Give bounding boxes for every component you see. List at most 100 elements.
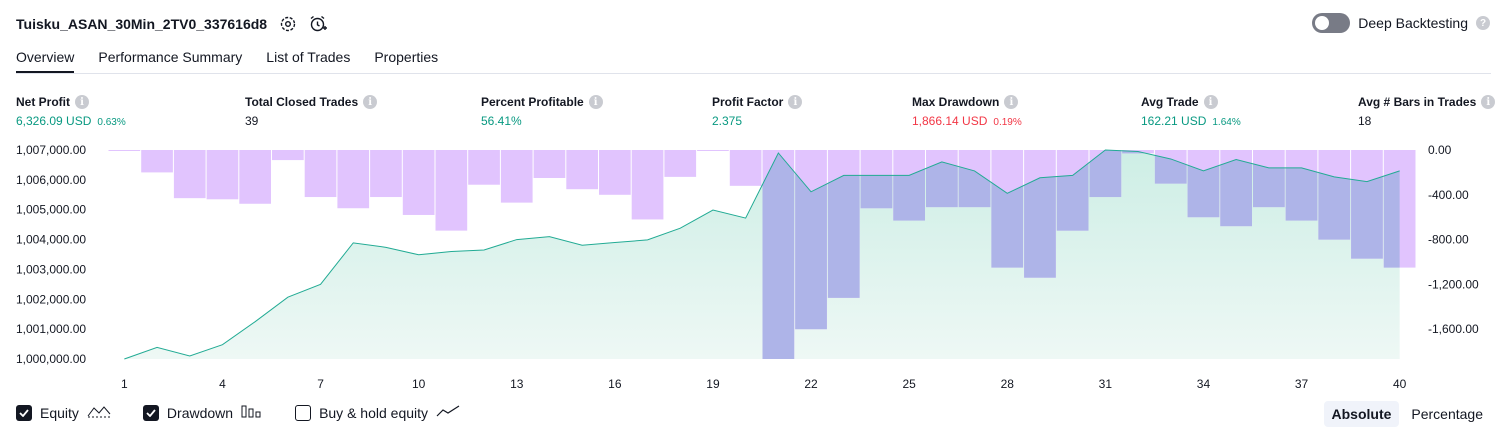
- drawdown-bar: [337, 150, 370, 209]
- metric-avg-bars-in-trades: Avg # Bars in Trades i 18: [1358, 94, 1496, 128]
- left-axis-tick: 1,002,000.00: [16, 292, 86, 306]
- equity-drawdown-chart: 1,000,000.00 1,001,000.00 1,002,000.00 1,00…: [16, 143, 1479, 391]
- drawdown-checkbox[interactable]: [142, 404, 159, 421]
- tab-overview[interactable]: Overview: [16, 46, 75, 74]
- left-axis-tick: 1,005,000.00: [16, 203, 86, 217]
- metric-percent-profitable: Percent Profitable i 56.41%: [481, 94, 603, 128]
- drawdown-bar: [599, 150, 631, 195]
- drawdown-bar: [206, 150, 239, 200]
- info-icon[interactable]: i: [363, 95, 378, 109]
- tab-performance-summary[interactable]: Performance Summary: [98, 49, 243, 65]
- tab-divider: [16, 73, 1491, 74]
- strategy-header: Tuisku_ASAN_30Min_2TV0_337616d8: [16, 12, 328, 36]
- help-icon[interactable]: ?: [1476, 16, 1490, 30]
- left-axis-tick: 1,000,000.00: [16, 352, 86, 366]
- equity-checkbox[interactable]: [16, 404, 32, 421]
- metric-total-closed-trades: Total Closed Trades i 39: [245, 94, 378, 128]
- x-axis-tick: 13: [510, 377, 524, 391]
- drawdown-bar: [402, 150, 435, 215]
- drawdown-bar-overlap: [762, 150, 795, 359]
- deep-backtesting-label: Deep Backtesting: [1358, 15, 1468, 31]
- drawdown-bar: [631, 150, 664, 220]
- drawdown-bar: [370, 150, 402, 198]
- info-icon[interactable]: i: [75, 95, 89, 109]
- deep-backtesting: Deep Backtesting ?: [1312, 13, 1490, 33]
- metric-percent: 0.19%: [993, 117, 1022, 128]
- x-axis-tick: 1: [121, 377, 128, 391]
- x-axis-tick: 7: [317, 377, 324, 391]
- drawdown-bar: [500, 150, 533, 203]
- drawdown-bar: [435, 150, 468, 231]
- drawdown-bar: [729, 150, 762, 186]
- legend-buy-hold-label: Buy & hold equity: [319, 404, 429, 421]
- metric-value: 1,866.14 USD: [912, 114, 988, 128]
- left-axis-tick: 1,007,000.00: [16, 143, 86, 157]
- x-axis-tick: 10: [412, 377, 426, 391]
- left-axis-tick: 1,006,000.00: [16, 173, 86, 187]
- legend-buy-hold[interactable]: Buy & hold equity: [295, 404, 460, 421]
- x-axis-tick: 19: [706, 377, 720, 391]
- metric-net-profit: Net Profit i 6,326.09 USD 0.63%: [16, 95, 126, 128]
- deep-backtesting-toggle[interactable]: [1312, 13, 1351, 33]
- drawdown-bar: [108, 150, 141, 151]
- legend-drawdown[interactable]: Drawdown: [142, 404, 263, 421]
- legend-equity[interactable]: Equity: [16, 404, 111, 421]
- drawdown-bar: [141, 150, 173, 173]
- x-axis-tick: 31: [1099, 377, 1113, 391]
- display-mode-switch: Absolute Percentage: [1323, 401, 1492, 427]
- strategy-title: Tuisku_ASAN_30Min_2TV0_337616d8: [16, 16, 268, 32]
- equity-line-icon: [87, 404, 111, 421]
- metric-percent: 0.63%: [97, 117, 126, 128]
- metric-max-drawdown: Max Drawdown i 1,866.14 USD 0.19%: [912, 95, 1022, 128]
- drawdown-bar: [533, 150, 566, 178]
- drawdown-bar-overlap: [1383, 150, 1400, 268]
- info-icon[interactable]: i: [588, 95, 603, 109]
- info-icon[interactable]: i: [1481, 95, 1496, 109]
- legend-equity-label: Equity: [40, 404, 79, 421]
- x-axis-tick: 22: [804, 377, 818, 391]
- x-axis-tick: 37: [1295, 377, 1309, 391]
- metric-avg-trade: Avg Trade i 162.21 USD 1.64%: [1141, 95, 1241, 128]
- right-axis-tick: -1,600.00: [1428, 322, 1479, 336]
- mode-absolute[interactable]: Absolute: [1323, 401, 1400, 427]
- right-axis-tick: -400.00: [1428, 188, 1469, 202]
- x-axis-tick: 16: [608, 377, 622, 391]
- right-axis-tick: 0.00: [1428, 143, 1452, 157]
- drawdown-bar: [697, 150, 729, 151]
- drawdown-bar: [468, 150, 500, 185]
- tab-properties[interactable]: Properties: [374, 49, 439, 65]
- left-axis-tick: 1,003,000.00: [16, 262, 86, 276]
- trend-line-icon: [436, 404, 460, 421]
- tab-list-of-trades[interactable]: List of Trades: [266, 49, 351, 65]
- chart-legend: Equity Drawdown Buy & hold equity: [16, 404, 492, 421]
- alarm-add-icon[interactable]: [309, 15, 328, 33]
- x-axis-tick: 25: [902, 377, 916, 391]
- buy-hold-checkbox[interactable]: [295, 404, 312, 421]
- equity-line: [124, 149, 1400, 360]
- right-axis-tick: -800.00: [1428, 233, 1469, 247]
- right-axis-tick: -1,200.00: [1428, 277, 1479, 291]
- left-axis-tick: 1,004,000.00: [16, 233, 86, 247]
- x-axis-tick: 28: [1001, 377, 1015, 391]
- drawdown-bar: [304, 150, 337, 198]
- metric-percent: 1.64%: [1212, 117, 1241, 128]
- mode-percentage[interactable]: Percentage: [1411, 406, 1483, 422]
- drawdown-bar: [239, 150, 271, 204]
- info-icon[interactable]: i: [1004, 95, 1019, 109]
- drawdown-bar: [173, 150, 206, 199]
- bars-icon: [241, 404, 263, 421]
- drawdown-bar: [566, 150, 598, 190]
- metric-value: 56.41%: [481, 114, 522, 128]
- info-icon[interactable]: i: [1203, 95, 1218, 109]
- metric-value: 6,326.09 USD: [16, 114, 92, 128]
- metric-value: 39: [245, 114, 259, 128]
- metric-value: 18: [1358, 114, 1372, 128]
- x-axis-tick: 34: [1197, 377, 1211, 391]
- metric-profit-factor: Profit Factor i 2.375: [712, 94, 803, 128]
- info-icon[interactable]: i: [788, 95, 803, 109]
- tab-bar: Overview Performance Summary List of Tra…: [16, 46, 438, 74]
- x-axis-tick: 40: [1393, 377, 1407, 391]
- drawdown-bar: [272, 150, 304, 161]
- drawdown-bar: [664, 150, 697, 177]
- settings-gear-icon[interactable]: [279, 15, 297, 33]
